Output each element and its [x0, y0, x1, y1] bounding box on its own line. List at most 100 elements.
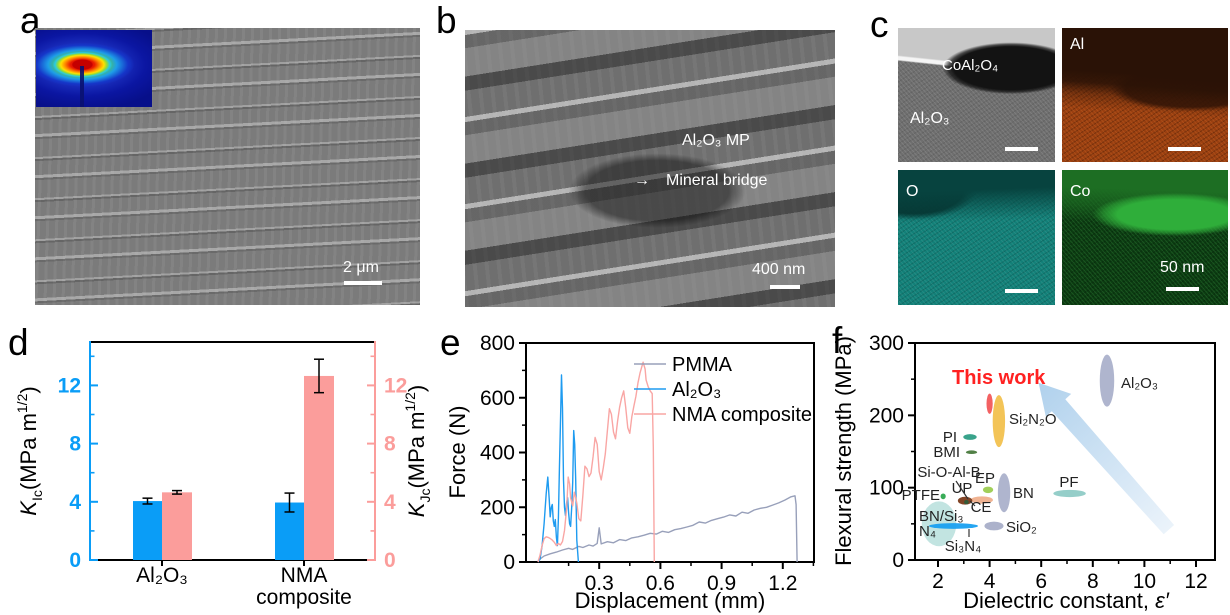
panel-c-o-label: O — [906, 183, 919, 200]
panel-c-co-label: Co — [1070, 183, 1091, 200]
f-bubble-Al₂O₃ — [1099, 354, 1115, 407]
f-bubble-BMI — [965, 450, 978, 455]
d-category-label: composite — [256, 586, 352, 609]
panel-a-saxs-inset — [36, 30, 152, 107]
d-left-axis-title: KIc(MPa m1/2) — [14, 386, 45, 515]
panel-b-scalebar-text: 400 nm — [752, 261, 806, 278]
panel-a-scalebar — [344, 281, 382, 285]
f-point-label: BN/Si₃ — [919, 508, 963, 525]
e-y-tick: 800 — [480, 332, 515, 355]
f-bubble-PF — [1053, 489, 1086, 498]
panel-b-scalebar — [770, 285, 800, 289]
panel-c-co-scalebar — [1166, 287, 1199, 291]
panel-c-tem-image: CoAl₂O₄ Al₂O₃ — [898, 28, 1055, 162]
d-right-tick: 12 — [384, 374, 407, 397]
f-point-label: BN — [1013, 485, 1034, 502]
panel-c-al-label: Al — [1070, 36, 1085, 53]
f-x-tick: 10 — [1133, 570, 1156, 593]
f-x-tick: 4 — [984, 570, 996, 593]
panel-c-al-map: Al — [1062, 28, 1228, 162]
f-point-label: Si-O-Al-B — [917, 464, 980, 481]
panel-c-co-map: Co 50 nm — [1062, 170, 1228, 305]
e-y-axis-title: Force (N) — [445, 406, 470, 499]
f-bubble-Si₂N₂O — [992, 395, 1006, 448]
f-y-tick: 200 — [869, 404, 904, 427]
arrow-icon: → — [634, 172, 650, 189]
f-bubble-EP — [982, 486, 994, 494]
panel-label-e: e — [440, 322, 461, 363]
e-y-tick: 0 — [503, 551, 515, 574]
f-point-label: Si₂N₂O — [1009, 411, 1056, 428]
f-bubble-PTFE — [940, 493, 946, 500]
d-right-tick: 8 — [384, 433, 396, 456]
f-x-tick: 2 — [932, 570, 944, 593]
panel-c-scalebar-text: 50 nm — [1160, 259, 1205, 276]
e-series-PMMA — [537, 495, 798, 563]
f-y-axis-title: Flexural strength (MPa) — [831, 336, 856, 566]
panel-c-coal2o4-label: CoAl₂O₄ — [942, 57, 999, 74]
e-x-tick: 0.3 — [585, 572, 614, 595]
panel-label-b: b — [436, 0, 457, 41]
e-legend-label: Al₂O₃ — [672, 379, 721, 401]
panel-f-chart: 0 100 200 300 2 4 6 8 10 12 Dielectric constant, ε… — [831, 332, 1216, 613]
d-bar — [304, 375, 334, 560]
f-point-label: PTFE — [902, 487, 940, 504]
d-left-tick: 12 — [58, 374, 81, 397]
d-right-tick: 0 — [384, 549, 396, 572]
e-x-tick: 1.2 — [768, 572, 797, 595]
e-x-axis-title: Displacement (mm) — [575, 588, 766, 613]
panel-label-c: c — [870, 4, 889, 45]
d-right-axis-title: KJc(MPa m1/2) — [402, 385, 433, 517]
panel-b-bridge-label: Mineral bridge — [666, 172, 768, 189]
f-x-axis-title: Dielectric constant, ε′ — [963, 588, 1170, 613]
f-point-label: UP — [952, 480, 973, 497]
panel-c-al-scalebar — [1168, 147, 1201, 151]
d-category-label: Al₂O₃ — [136, 564, 188, 587]
e-x-tick: 0.6 — [646, 572, 675, 595]
f-x-tick: 6 — [1035, 570, 1047, 593]
e-x-tick: 0.9 — [707, 572, 736, 595]
f-bubble-PI — [963, 434, 977, 440]
f-x-tick: 8 — [1087, 570, 1099, 593]
panel-c-o-scalebar — [1005, 289, 1038, 293]
f-y-tick: 300 — [869, 332, 904, 355]
d-left-tick: 0 — [69, 549, 81, 572]
d-category-label: NMA — [281, 564, 328, 587]
panel-a-scalebar-text: 2 μm — [343, 259, 379, 276]
f-point-label: Al₂O₃ — [1121, 375, 1158, 392]
e-y-tick: 400 — [480, 442, 515, 465]
f-bubble-CE — [970, 496, 993, 504]
d-left-tick: 4 — [69, 491, 81, 514]
e-series-Al₂O₃ — [537, 374, 580, 563]
e-legend-label: PMMA — [672, 354, 733, 376]
f-point-label: EP — [975, 470, 995, 487]
f-bubble-Si-O-Al-B — [964, 499, 969, 505]
d-left-tick: 8 — [69, 433, 81, 456]
f-point-label: PI — [943, 429, 957, 446]
d-bar — [133, 501, 162, 560]
d-bar — [162, 492, 192, 560]
f-point-label: N₄ — [919, 523, 936, 540]
panel-c-al2o3-label: Al₂O₃ — [910, 110, 950, 127]
panel-label-f: f — [832, 320, 843, 361]
panel-label-d: d — [8, 322, 29, 363]
beamstop-shadow — [80, 66, 84, 107]
e-legend-label: NMA composite — [672, 404, 812, 426]
f-bubble-Si₃N₄ — [928, 523, 978, 529]
d-right-tick: 4 — [384, 491, 396, 514]
f-point-label: BMI — [933, 444, 960, 461]
panel-c-o-map: O — [898, 170, 1055, 305]
f-bubble-BN — [997, 473, 1011, 513]
f-point-label: PF — [1059, 474, 1078, 491]
f-x-tick: 12 — [1184, 570, 1207, 593]
f-point-label: SiO₂ — [1006, 519, 1037, 536]
f-trend-arrow — [1038, 382, 1175, 535]
f-y-tick: 100 — [869, 477, 904, 500]
e-y-tick: 200 — [480, 496, 515, 519]
e-series-NMA composite — [537, 361, 655, 563]
f-y-tick: 0 — [892, 549, 904, 572]
panel-c-tem-scalebar — [1005, 147, 1038, 151]
